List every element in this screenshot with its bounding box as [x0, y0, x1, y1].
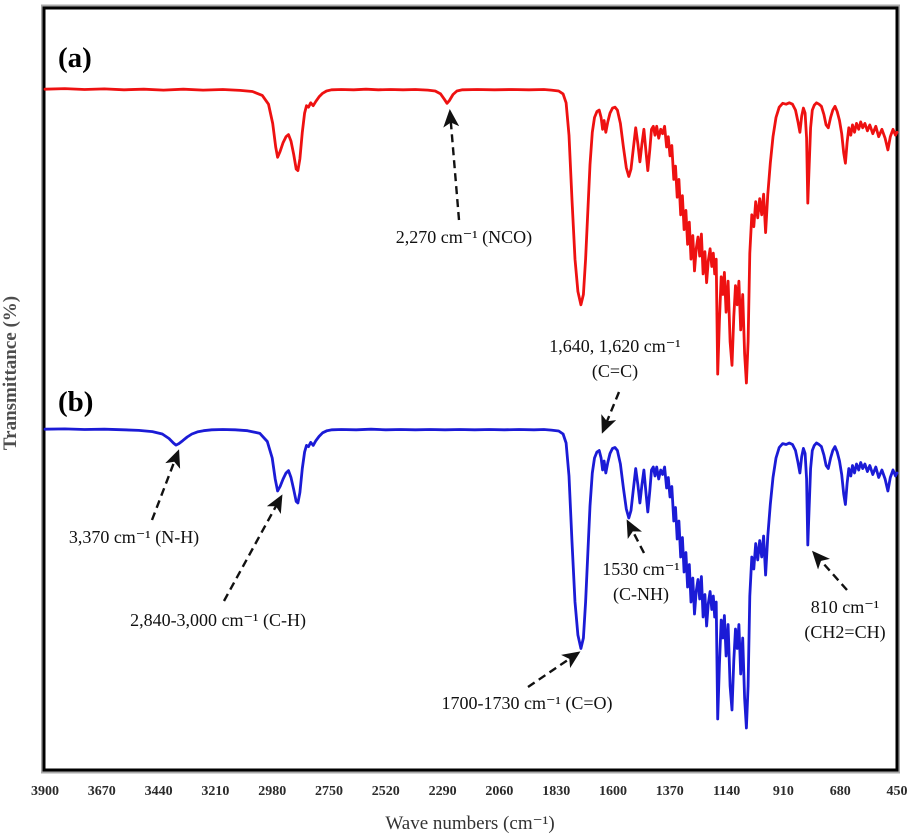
- annotation-co-1700-1730: 1700-1730 cm⁻¹ (C=O): [441, 651, 613, 714]
- plot-border: [42, 6, 899, 772]
- annotation-arrow-cnh-1530: [626, 519, 646, 554]
- figure-outer-edge: [41, 4, 900, 774]
- annotation-ch2ch-810: 810 cm⁻¹ (CH2=CH): [804, 550, 886, 643]
- x-axis-tick-labels: 3900 3670 3440 3210 2980 2750 2520 2290 2060 1830…: [31, 784, 908, 799]
- x-tick-3670: 3670: [88, 784, 116, 799]
- x-tick-2750: 2750: [315, 784, 343, 799]
- x-tick-450: 450: [887, 784, 908, 799]
- annotation-text-ch-2840-3000-line1: 2,840-3,000 cm⁻¹ (C-H): [130, 610, 306, 631]
- x-tick-1600: 1600: [599, 784, 627, 799]
- x-tick-2980: 2980: [258, 784, 286, 799]
- x-tick-1140: 1140: [713, 784, 740, 799]
- annotation-arrow-co-1700-1730: [527, 651, 581, 688]
- x-tick-3210: 3210: [201, 784, 229, 799]
- traces-group: [43, 87, 899, 730]
- spectrum-trace-b: [43, 427, 899, 730]
- annotation-arrow-ch2ch-810: [812, 550, 848, 591]
- annotation-text-nco-2270-line1: 2,270 cm⁻¹ (NCO): [396, 227, 532, 248]
- y-axis-title: Transmittance (%): [0, 296, 21, 450]
- annotation-nh-3370: 3,370 cm⁻¹ (N-H): [69, 449, 199, 548]
- x-tick-2060: 2060: [485, 784, 513, 799]
- x-axis-title: Wave numbers (cm⁻¹): [385, 813, 554, 834]
- annotation-text-nh-3370-line1: 3,370 cm⁻¹ (N-H): [69, 527, 199, 548]
- x-tick-680: 680: [830, 784, 851, 799]
- annotation-arrow-cc-1640-1620: [601, 391, 621, 434]
- annotation-text-cc-1640-1620-line2: (C=C): [592, 361, 638, 382]
- annotation-text-cc-1640-1620-line1: 1,640, 1,620 cm⁻¹: [549, 336, 680, 356]
- x-tick-3440: 3440: [145, 784, 173, 799]
- annotation-text-cnh-1530-line1: 1530 cm⁻¹: [602, 559, 679, 579]
- annotation-arrow-ch-2840-3000: [222, 494, 283, 602]
- x-tick-2290: 2290: [429, 784, 457, 799]
- x-tick-910: 910: [773, 784, 794, 799]
- annotation-ch-2840-3000: 2,840-3,000 cm⁻¹ (C-H): [130, 494, 306, 631]
- annotations-group: 2,270 cm⁻¹ (NCO) 1,640, 1,620 cm⁻¹ (C=C) 3,…: [69, 109, 886, 714]
- annotation-text-ch2ch-810-line2: (CH2=CH): [804, 622, 885, 643]
- panel-label-a: (a): [58, 42, 92, 74]
- annotation-nco-2270: 2,270 cm⁻¹ (NCO): [396, 109, 532, 248]
- spectrum-trace-a: [43, 87, 899, 385]
- x-tick-3900: 3900: [31, 784, 59, 799]
- x-tick-1830: 1830: [542, 784, 570, 799]
- panel-label-b: (b): [58, 386, 93, 418]
- x-tick-2520: 2520: [372, 784, 400, 799]
- annotation-cc-1640-1620: 1,640, 1,620 cm⁻¹ (C=C): [549, 336, 681, 434]
- annotation-text-ch2ch-810-line1: 810 cm⁻¹: [811, 597, 879, 617]
- annotation-text-co-1700-1730-line1: 1700-1730 cm⁻¹ (C=O): [441, 693, 612, 714]
- x-tick-1370: 1370: [656, 784, 684, 799]
- annotation-text-cnh-1530-line2: (C-NH): [613, 584, 669, 605]
- annotation-arrow-nco-2270: [443, 109, 461, 221]
- annotation-cnh-1530: 1530 cm⁻¹ (C-NH): [602, 519, 680, 605]
